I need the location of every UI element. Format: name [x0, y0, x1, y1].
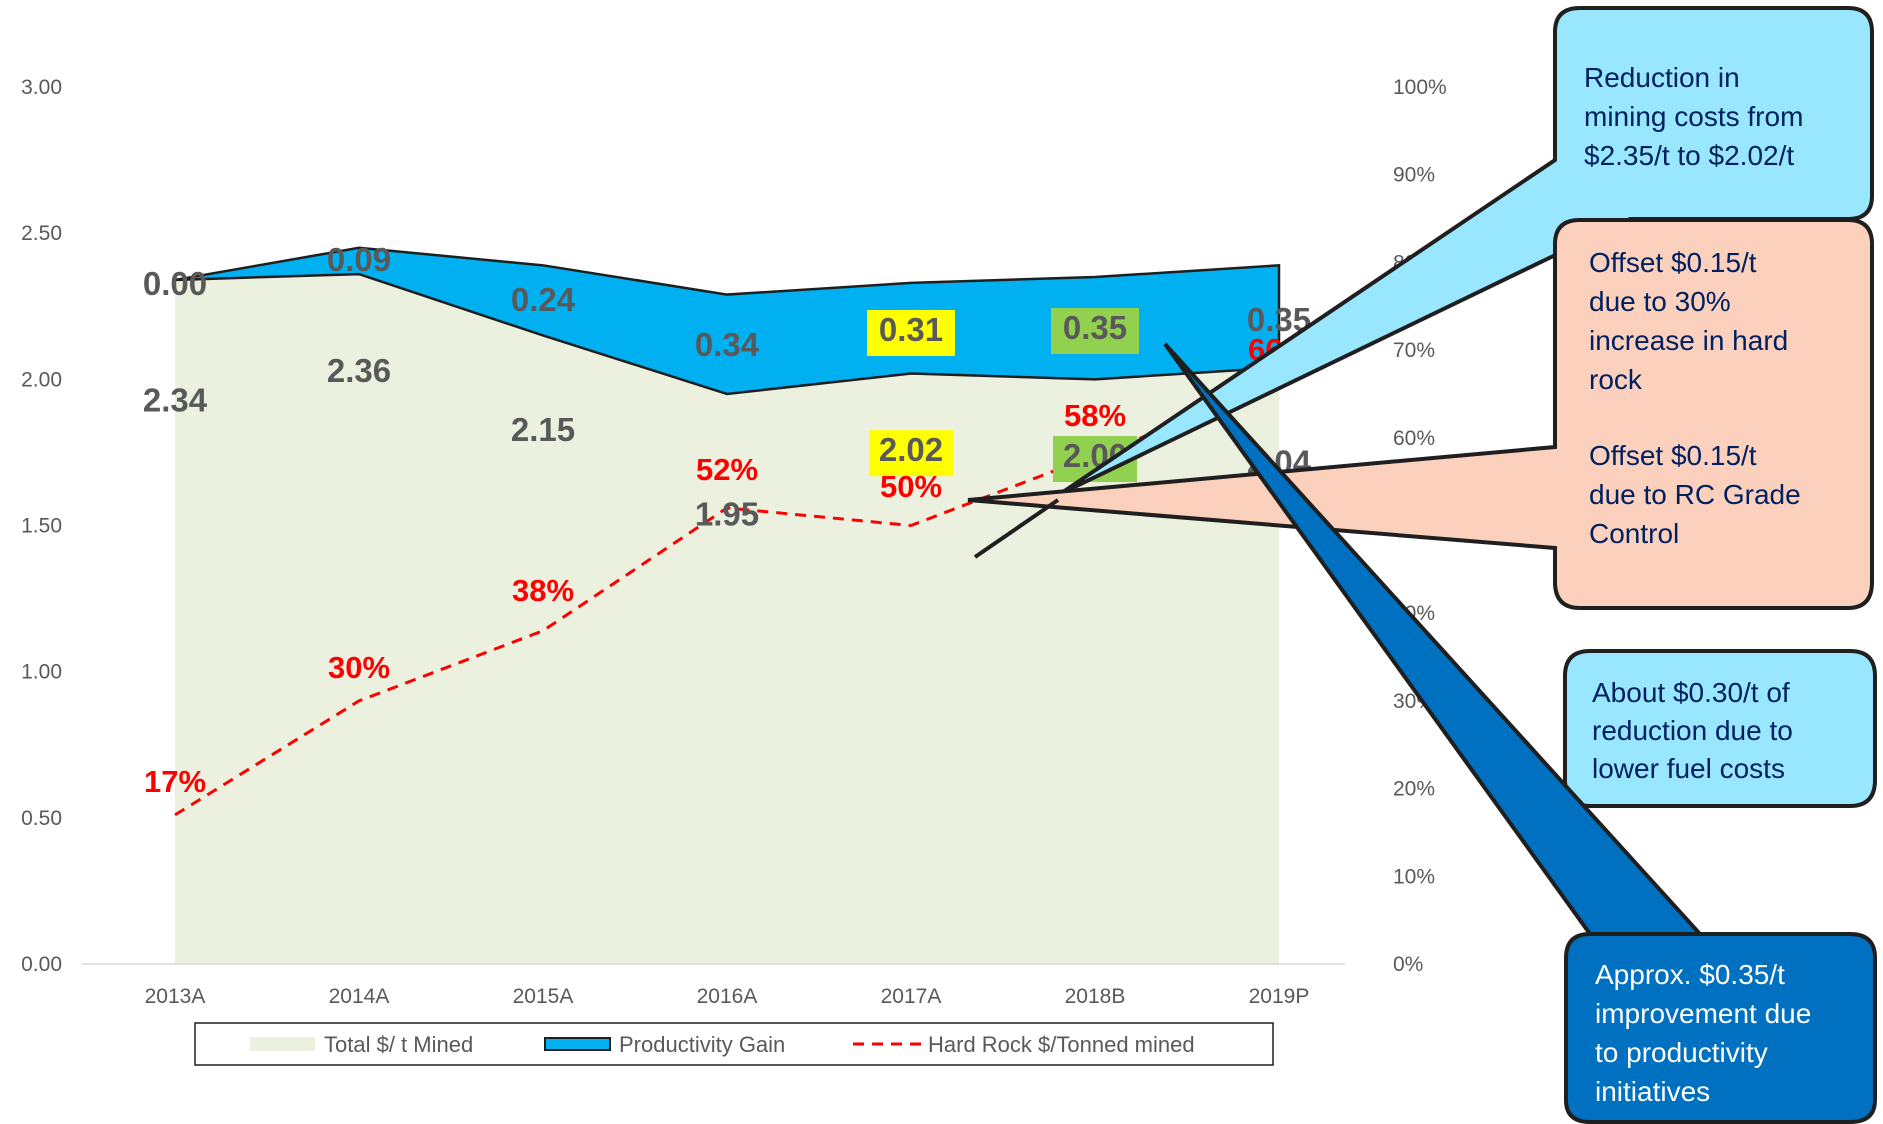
gain-value-label: 0.09 — [327, 241, 391, 278]
legend-box — [194, 1022, 1274, 1066]
legend-swatch-gain — [544, 1037, 611, 1051]
plot-area — [174, 246, 1281, 964]
callout-text-line: mining costs from — [1584, 101, 1803, 132]
callout-text-line: $2.35/t to $2.02/t — [1584, 140, 1794, 171]
x-tick-label: 2017A — [881, 985, 942, 1008]
callout-text-line: increase in hard — [1589, 325, 1788, 356]
callout-connector — [973, 498, 1060, 559]
y-left-tick-label: 0.50 — [21, 807, 62, 830]
gain-value-label: 0.34 — [695, 326, 760, 363]
hard-rock-label: 52% — [696, 452, 758, 487]
y-right-tick-label: 70% — [1393, 339, 1435, 362]
callout-text-line: improvement due — [1595, 998, 1811, 1029]
hard-rock-label: 50% — [880, 469, 942, 504]
y-right-tick-label: 10% — [1393, 865, 1435, 888]
callout-offset — [967, 218, 1874, 610]
callout-text-line: Offset $0.15/t — [1589, 247, 1757, 278]
callouts: Reduction in mining costs from $2.35/t to … — [967, 6, 1877, 1124]
legend-label-hard-rock: Hard Rock $/Tonned mined — [928, 1032, 1195, 1057]
y-right-tick-label: 60% — [1393, 427, 1435, 450]
productivity-gain-area — [174, 246, 1281, 396]
total-area — [175, 274, 1279, 964]
legend-label-gain: Productivity Gain — [619, 1032, 785, 1057]
callout-text-line: lower fuel costs — [1592, 753, 1785, 784]
callout-text-line: Approx. $0.35/t — [1595, 959, 1785, 990]
y-left-tick-label: 2.50 — [21, 222, 62, 245]
total-value-label: 2.36 — [327, 352, 391, 389]
y-right-tick-label: 0% — [1393, 953, 1423, 976]
gain-value-label: 0.24 — [511, 281, 576, 318]
hard-rock-label: 38% — [512, 573, 574, 608]
hard-rock-label: 58% — [1064, 398, 1126, 433]
hard-rock-label: 17% — [144, 764, 206, 799]
legend: Total $/ t Mined Productivity Gain Hard Ro… — [194, 1022, 1274, 1066]
callout-text-line: rock — [1589, 364, 1643, 395]
total-label-highlight — [869, 430, 953, 477]
axes: 0.000.501.001.502.002.503.000%10%20%30%4… — [21, 76, 1447, 1008]
callout-text-line: due to 30% — [1589, 286, 1731, 317]
x-tick-label: 2015A — [513, 985, 574, 1008]
x-tick-label: 2014A — [329, 985, 390, 1008]
gain-label-highlight — [1051, 308, 1139, 354]
legend-label-total: Total $/ t Mined — [324, 1032, 473, 1057]
y-right-tick-label: 90% — [1393, 164, 1435, 187]
callout-text-line: About $0.30/t of — [1592, 677, 1790, 708]
callout-text-line: to productivity — [1595, 1037, 1768, 1068]
gain-value-label: 0.31 — [879, 311, 943, 348]
y-right-tick-label: 100% — [1393, 76, 1447, 99]
callout-fuel-costs — [1563, 649, 1877, 808]
callout-text-line: Control — [1589, 518, 1679, 549]
gain-label-highlight — [867, 310, 955, 356]
total-value-label: 2.34 — [143, 382, 208, 419]
y-right-tick-label: 20% — [1393, 778, 1435, 801]
total-value-label: 2.15 — [511, 411, 575, 448]
callout-text-line: initiatives — [1595, 1076, 1710, 1107]
gain-value-label: 0.00 — [143, 265, 207, 302]
callout-text-line: due to RC Grade — [1589, 479, 1801, 510]
hard-rock-label: 30% — [328, 650, 390, 685]
y-left-tick-label: 2.00 — [21, 368, 62, 391]
total-value-label: 1.95 — [695, 496, 759, 533]
y-left-tick-label: 0.00 — [21, 953, 62, 976]
y-left-tick-label: 3.00 — [21, 76, 62, 99]
y-left-tick-label: 1.00 — [21, 661, 62, 684]
x-tick-label: 2019P — [1249, 985, 1310, 1008]
callout-text-line: reduction due to — [1592, 715, 1793, 746]
legend-swatch-total — [250, 1037, 315, 1051]
x-tick-label: 2018B — [1065, 985, 1126, 1008]
x-tick-label: 2016A — [697, 985, 758, 1008]
callout-productivity — [1163, 342, 1877, 1124]
y-left-tick-label: 1.50 — [21, 515, 62, 538]
gain-value-label: 0.35 — [1063, 309, 1127, 346]
callout-text-line: Reduction in — [1584, 62, 1740, 93]
total-value-label: 2.02 — [879, 431, 943, 468]
callout-text-line: Offset $0.15/t — [1589, 440, 1757, 471]
x-tick-label: 2013A — [145, 985, 206, 1008]
